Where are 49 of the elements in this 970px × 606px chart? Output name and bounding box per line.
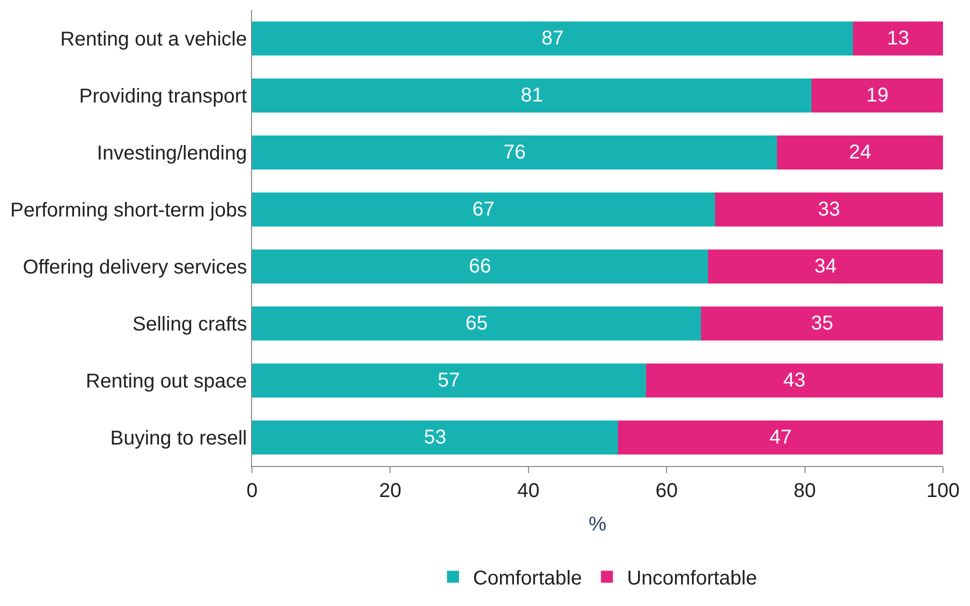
y-tick-label: Renting out a vehicle: [60, 28, 247, 50]
bar: [252, 192, 715, 227]
data-label: 65: [465, 312, 488, 334]
data-label: 57: [438, 370, 460, 392]
x-tick-label: 100: [926, 480, 960, 502]
bar: [714, 192, 943, 227]
data-label: 76: [503, 142, 526, 164]
bar: [708, 249, 943, 284]
y-tick-label: Selling crafts: [132, 314, 247, 336]
data-label: 13: [886, 28, 910, 50]
data-label: 53: [424, 426, 446, 448]
bar: [252, 363, 646, 398]
data-label: 24: [848, 142, 872, 164]
y-tick-label: Performing short-term jobs: [10, 200, 247, 222]
bar: [853, 21, 943, 56]
bar: [252, 135, 778, 170]
bar: [252, 306, 702, 341]
data-label: 47: [769, 426, 792, 448]
bar: [618, 420, 943, 455]
data-label: 43: [783, 370, 806, 392]
data-label: 81: [520, 84, 543, 106]
y-tick-label: Investing/lending: [96, 142, 247, 164]
bar: [701, 306, 943, 341]
bar: [252, 21, 854, 56]
x-tick-label: 40: [517, 480, 540, 502]
data-label: 66: [468, 256, 492, 278]
data-label: 19: [866, 84, 888, 106]
legend-label: Comfortable: [473, 568, 582, 590]
y-tick-label: Renting out space: [86, 370, 247, 392]
y-tick-label: Offering delivery services: [22, 256, 247, 278]
x-axis-title: %: [588, 514, 607, 536]
y-tick-label: Buying to resell: [110, 428, 247, 450]
data-label: 33: [818, 198, 840, 220]
bar: [252, 249, 708, 284]
data-label: 34: [814, 256, 837, 278]
legend-label: Uncomfortable: [626, 568, 757, 590]
bar: [252, 420, 618, 455]
x-tick-label: 60: [655, 480, 678, 502]
x-tick-label: 20: [379, 480, 402, 502]
y-tick-label: Providing transport: [79, 86, 248, 108]
bar: [777, 135, 943, 170]
bar: [252, 78, 812, 113]
bar: [646, 363, 943, 398]
data-label: 35: [810, 312, 834, 334]
x-tick-label: 0: [246, 480, 258, 502]
x-tick-label: 80: [794, 480, 816, 502]
data-label: 87: [541, 28, 564, 50]
bar: [812, 78, 943, 113]
data-label: 67: [472, 198, 495, 220]
